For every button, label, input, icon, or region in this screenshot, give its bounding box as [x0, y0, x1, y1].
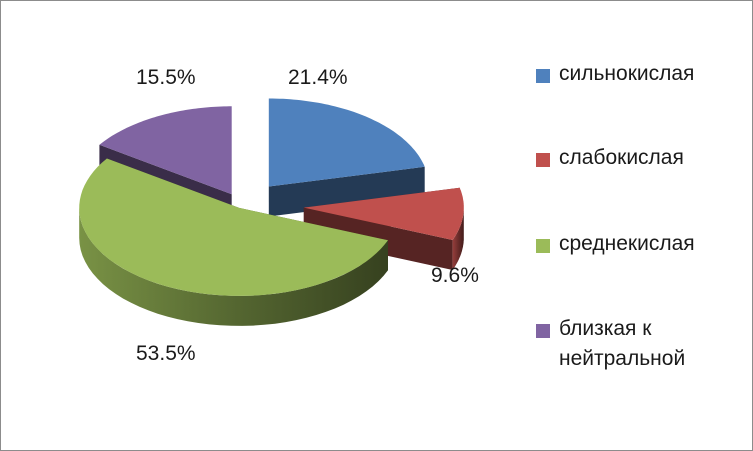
data-label-strongly-acidic: 21.4%	[288, 66, 348, 89]
legend-swatch	[536, 239, 550, 253]
legend-item-near-neutral: близкая к нейтральной	[536, 317, 726, 374]
data-label-weakly-acidic: 9.6%	[431, 264, 479, 287]
legend-label: среднекислая	[559, 232, 695, 255]
slice-top-face	[268, 98, 425, 187]
legend-item-medium-acidic: среднекислая	[536, 232, 695, 259]
legend-label: слабокислая	[559, 146, 684, 169]
pie-slice-medium-acidic	[79, 158, 388, 326]
slice-outer-wall	[79, 207, 388, 326]
data-label-near-neutral: 15.5%	[136, 66, 196, 89]
legend-item-weakly-acidic: слабокислая	[536, 146, 684, 173]
legend-label: сильнокислая	[559, 62, 695, 85]
legend-item-strongly-acidic: сильнокислая	[536, 62, 694, 89]
legend-swatch	[536, 69, 550, 83]
data-label-medium-acidic: 53.5%	[136, 342, 196, 365]
legend-swatch	[536, 324, 550, 338]
legend-label: близкая к нейтральной	[559, 317, 686, 370]
slice-side-face	[268, 166, 425, 217]
slice-top-face	[99, 106, 232, 195]
pie-slice-strongly-acidic	[268, 98, 425, 217]
slice-outer-wall	[452, 207, 464, 270]
legend-swatch	[536, 153, 550, 167]
slice-top-face	[303, 187, 464, 240]
slice-top-face	[79, 158, 388, 296]
